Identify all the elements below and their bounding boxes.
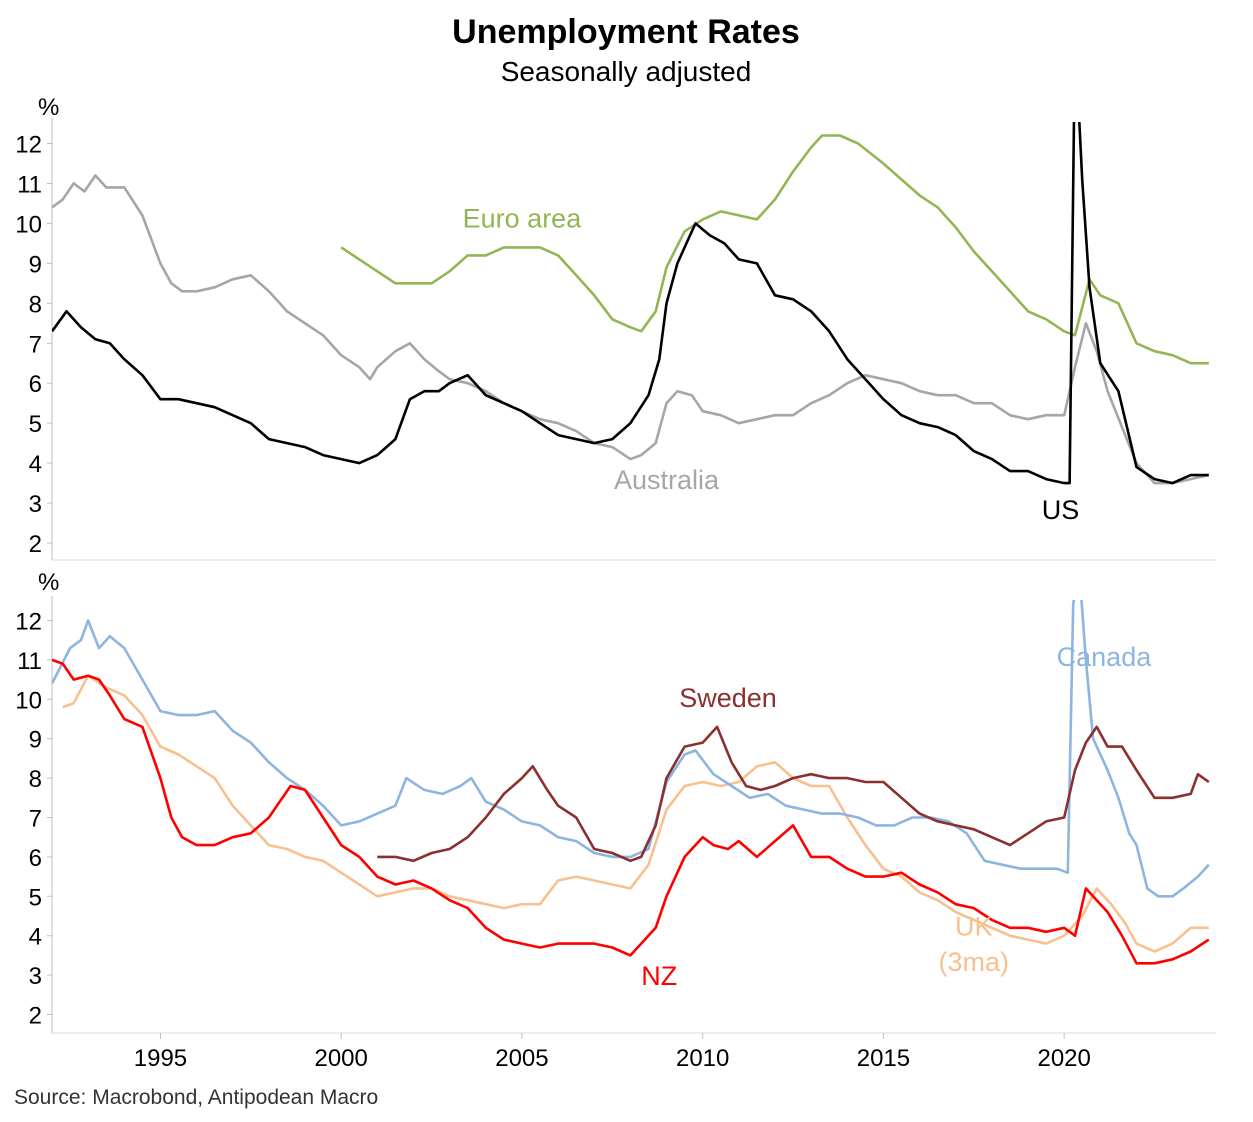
y-tick-label: 4 bbox=[29, 451, 42, 478]
y-tick-label: 10 bbox=[15, 687, 42, 714]
y-tick-label: 9 bbox=[29, 251, 42, 278]
series-label-us: US bbox=[1042, 495, 1080, 525]
y-tick-label: 6 bbox=[29, 371, 42, 398]
y-tick-label: 4 bbox=[29, 924, 42, 951]
y-tick-label: 3 bbox=[29, 491, 42, 518]
series-line-uk-3ma bbox=[62, 674, 1209, 953]
y-tick-label: 7 bbox=[29, 806, 42, 833]
y-unit-label: % bbox=[38, 94, 59, 121]
chart-subtitle: Seasonally adjusted bbox=[501, 56, 752, 87]
series-line-us bbox=[52, 122, 1209, 485]
x-tick-label: 2000 bbox=[314, 1045, 367, 1072]
series-line-sweden bbox=[377, 725, 1210, 863]
series-line-euro-area bbox=[340, 134, 1209, 365]
y-tick-label: 7 bbox=[29, 331, 42, 358]
y-tick-label: 12 bbox=[15, 609, 42, 636]
y-tick-label: 9 bbox=[29, 727, 42, 754]
y-tick-label: 11 bbox=[17, 648, 42, 675]
x-tick-label: 2015 bbox=[857, 1045, 910, 1072]
series-label-euro-area: Euro area bbox=[463, 203, 583, 233]
series-line-canada bbox=[52, 600, 1210, 898]
series-label-canada: Canada bbox=[1057, 642, 1153, 672]
series-label-nz: NZ bbox=[641, 961, 677, 991]
y-tick-label: 11 bbox=[17, 171, 42, 198]
y-tick-label: 6 bbox=[29, 845, 42, 872]
y-tick-label: 2 bbox=[29, 1003, 42, 1030]
x-tick-label: 1995 bbox=[134, 1045, 187, 1072]
y-tick-label: 5 bbox=[29, 411, 42, 438]
y-tick-label: 2 bbox=[29, 531, 42, 558]
series-label-australia: Australia bbox=[614, 465, 720, 495]
series-line-nz bbox=[52, 658, 1210, 965]
y-unit-label: % bbox=[38, 569, 59, 596]
y-tick-label: 8 bbox=[29, 766, 42, 793]
x-tick-label: 2020 bbox=[1037, 1045, 1090, 1072]
bottom-panel: % 2 3 4 5 6 7 8 9 10 11 12 1995 2000 2005 2010 2015 2020 C… bbox=[15, 569, 1216, 1072]
y-tick-label: 10 bbox=[15, 211, 42, 238]
y-tick-label: 12 bbox=[15, 132, 42, 159]
series-line-australia bbox=[52, 174, 1210, 485]
series-label-uk: UK bbox=[955, 912, 993, 942]
y-tick-label: 3 bbox=[29, 963, 42, 990]
x-tick-label: 2005 bbox=[495, 1045, 548, 1072]
y-tick-label: 5 bbox=[29, 884, 42, 911]
top-panel: % 2 3 4 5 6 7 8 9 10 11 12 Euro area Australia US bbox=[15, 94, 1216, 561]
x-tick-label: 2010 bbox=[676, 1045, 729, 1072]
y-tick-label: 8 bbox=[29, 291, 42, 318]
series-label-3ma: (3ma) bbox=[939, 947, 1010, 977]
chart-title: Unemployment Rates bbox=[452, 13, 800, 51]
source-note: Source: Macrobond, Antipodean Macro bbox=[14, 1086, 378, 1109]
series-label-sweden: Sweden bbox=[679, 683, 777, 713]
